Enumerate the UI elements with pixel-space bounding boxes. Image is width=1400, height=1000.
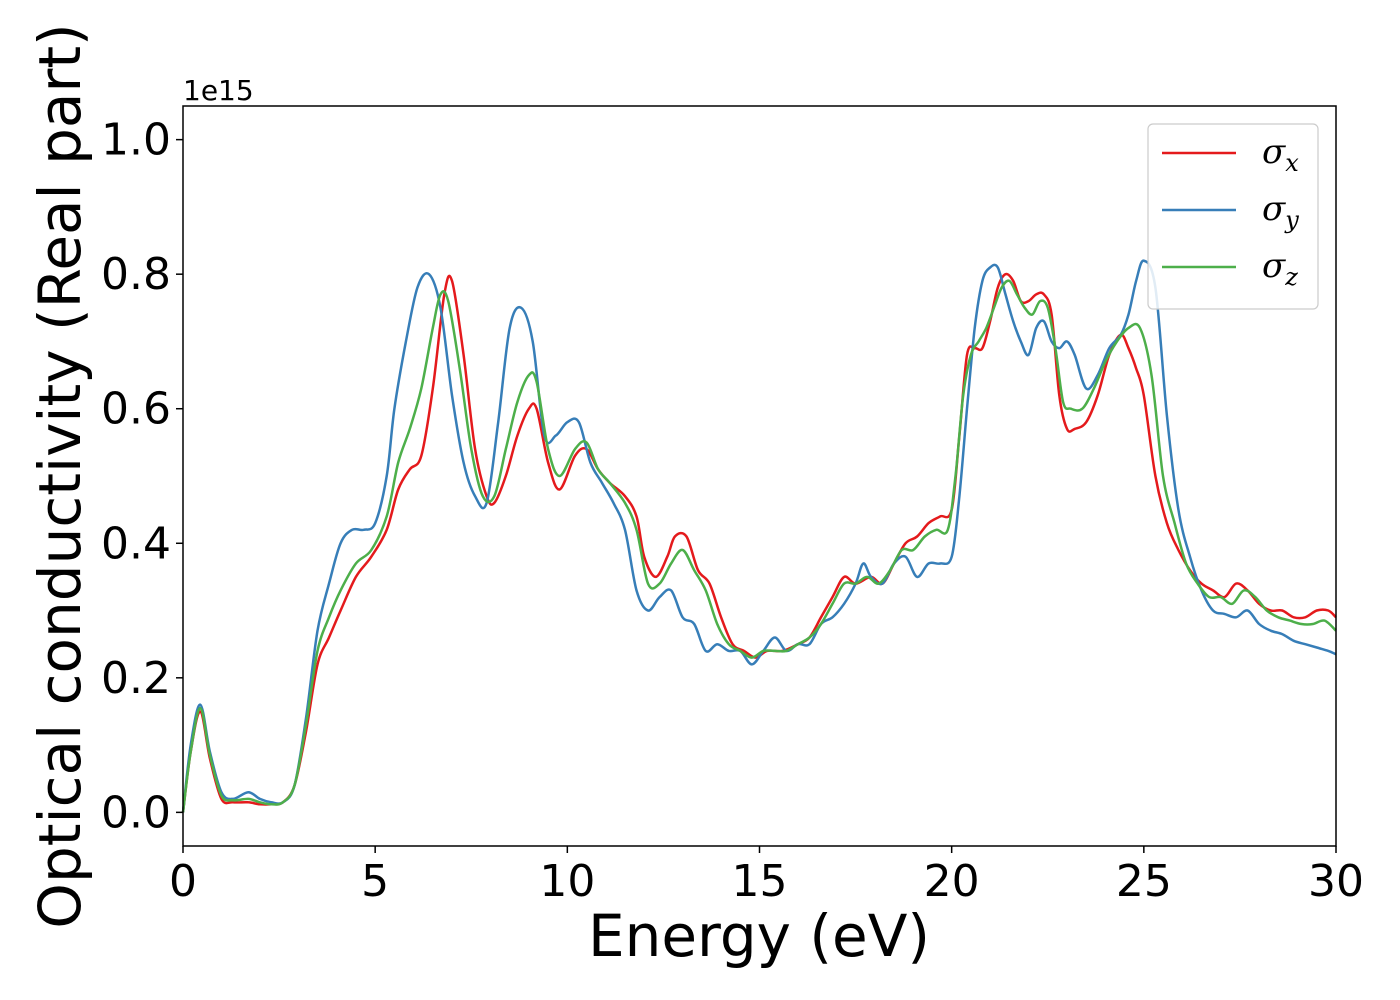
x-tick-label: 20	[924, 856, 980, 907]
x-axis: 0 5 10 15 20 25 30	[169, 846, 1364, 907]
x-tick-label: 10	[539, 856, 595, 907]
series-layer	[181, 259, 1337, 813]
y-axis-title: Optical conductivity (Real part)	[26, 23, 94, 928]
y-tick-label: 0.0	[101, 787, 171, 838]
y-tick-label: 0.8	[101, 249, 171, 300]
x-axis-title: Energy (eV)	[588, 902, 930, 970]
y-offset-text: 1e15	[183, 74, 254, 107]
x-tick-label: 0	[169, 856, 197, 907]
legend: σx σy σz	[1147, 123, 1319, 310]
legend-box	[1147, 123, 1319, 310]
series-line-z	[181, 279, 1337, 813]
legend-label: σz	[1262, 246, 1298, 291]
legend-label: σy	[1262, 189, 1299, 234]
y-tick-label: 0.6	[101, 384, 171, 435]
y-tick-label: 0.4	[101, 518, 171, 569]
x-tick-label: 5	[361, 856, 389, 907]
x-tick-label: 30	[1308, 856, 1364, 907]
x-tick-label: 25	[1116, 856, 1172, 907]
y-axis: 0.0 0.2 0.4 0.6 0.8 1.0	[101, 115, 183, 838]
y-tick-label: 0.2	[101, 653, 171, 704]
legend-label: σx	[1262, 132, 1299, 177]
x-tick-label: 15	[732, 856, 788, 907]
y-tick-label: 1.0	[101, 115, 171, 166]
